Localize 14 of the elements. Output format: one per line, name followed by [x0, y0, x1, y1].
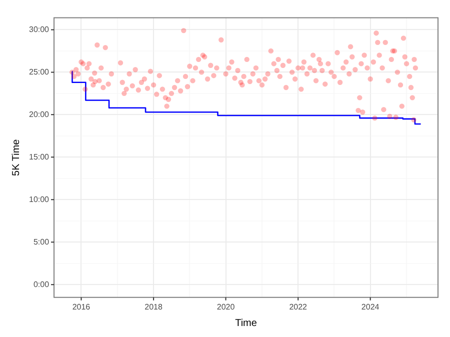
y-tick-label: 5:00 — [33, 237, 50, 246]
y-tick-label: 0:00 — [33, 280, 50, 289]
y-axis-title: 5K Time — [10, 138, 22, 176]
y-tick-label: 10:00 — [28, 194, 50, 204]
x-tick-label: 2018 — [144, 302, 163, 312]
x-tick-label: 2020 — [216, 302, 236, 312]
x-tick-label: 2016 — [72, 302, 91, 312]
y-tick-label: 30:00 — [28, 24, 50, 34]
y-tick-label: 25:00 — [28, 67, 50, 76]
x-tick-label: 2022 — [289, 302, 308, 312]
x-tick-label: 2024 — [361, 302, 380, 312]
y-tick-label: 20:00 — [28, 110, 50, 119]
x-axis-title: Time — [235, 318, 258, 329]
y-tick-label: 15:00 — [28, 152, 50, 162]
